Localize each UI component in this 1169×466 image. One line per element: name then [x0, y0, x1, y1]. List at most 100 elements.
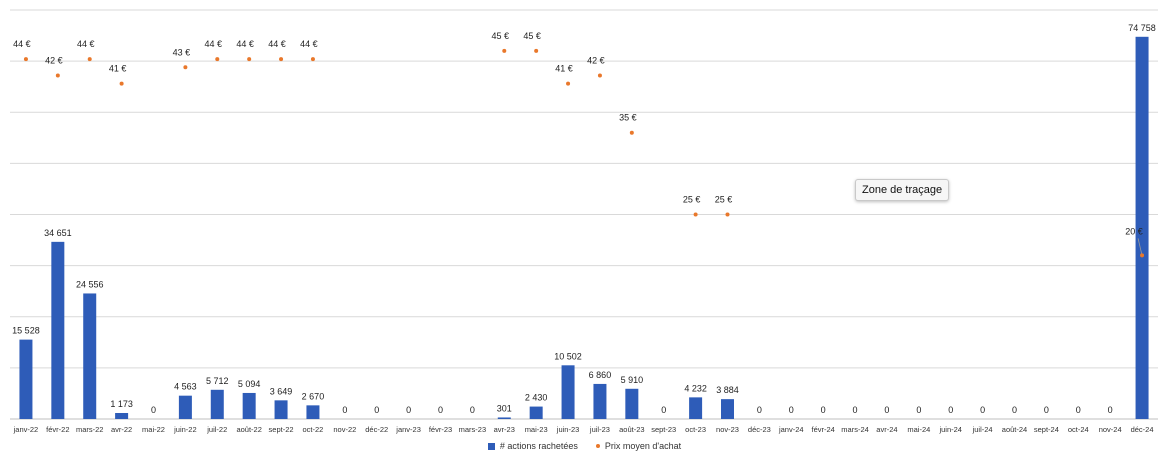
price-point: [87, 57, 92, 62]
x-tick-label: avr-23: [494, 425, 515, 434]
price-point: [279, 57, 284, 62]
x-tick-label: août-24: [1002, 425, 1027, 434]
bar-value-label: 3 649: [270, 386, 293, 396]
price-value-label: 44 €: [13, 39, 31, 49]
x-tick-label: janv-22: [13, 425, 39, 434]
x-tick-label: nov-24: [1099, 425, 1122, 434]
price-point: [23, 57, 28, 62]
bar-value-label: 3 884: [716, 385, 739, 395]
x-tick-label: nov-22: [333, 425, 356, 434]
bar-value-label: 5 910: [621, 375, 644, 385]
x-tick-label: avr-22: [111, 425, 132, 434]
legend-bar-swatch: [487, 442, 495, 450]
bar-value-label: 24 556: [76, 279, 104, 289]
bar: [242, 392, 256, 419]
price-value-label: 44 €: [236, 39, 254, 49]
bar: [561, 365, 575, 419]
bar-value-label: 0: [406, 405, 411, 415]
bar-value-label: 0: [1076, 405, 1081, 415]
x-tick-label: juin-23: [556, 425, 580, 434]
x-tick-label: mai-22: [142, 425, 165, 434]
price-point: [693, 212, 698, 217]
bar-value-label: 6 860: [589, 370, 612, 380]
bar: [210, 389, 224, 419]
price-point: [534, 48, 539, 53]
price-point: [119, 81, 124, 86]
bar-value-label: 0: [374, 405, 379, 415]
bar-value-label: 0: [1012, 405, 1017, 415]
price-point: [1140, 253, 1145, 258]
price-value-label: 45 €: [492, 31, 510, 41]
x-tick-label: sept-22: [269, 425, 294, 434]
bar: [178, 395, 192, 419]
bar-value-label: 0: [470, 405, 475, 415]
bar-value-label: 0: [884, 405, 889, 415]
price-value-label: 20 €: [1125, 226, 1143, 236]
x-tick-label: juil-23: [589, 425, 610, 434]
bar-value-label: 0: [853, 405, 858, 415]
bar: [721, 399, 734, 419]
x-tick-label: déc-24: [1131, 425, 1154, 434]
price-point: [55, 73, 60, 78]
x-tick-label: mars-23: [459, 425, 487, 434]
price-point: [183, 65, 188, 70]
bar: [306, 405, 320, 419]
price-value-label: 42 €: [45, 55, 63, 65]
bar: [593, 383, 607, 419]
x-tick-label: oct-24: [1068, 425, 1089, 434]
x-tick-label: oct-23: [685, 425, 706, 434]
bar-value-label: 2 670: [302, 391, 325, 401]
plot-area-tooltip: Zone de traçage: [855, 179, 950, 201]
x-tick-label: juil-22: [206, 425, 227, 434]
bar: [115, 413, 129, 419]
bar-value-label: 0: [789, 405, 794, 415]
bar-value-label: 1 173: [110, 399, 133, 409]
price-point: [215, 57, 220, 62]
price-value-label: 43 €: [173, 47, 191, 57]
x-tick-label: mars-22: [76, 425, 104, 434]
bar-value-label: 0: [948, 405, 953, 415]
x-tick-label: avr-24: [876, 425, 897, 434]
legend-item-actions[interactable]: # actions rachetées: [487, 441, 578, 451]
legend-dot-label: Prix moyen d'achat: [604, 441, 682, 451]
x-tick-label: déc-23: [748, 425, 771, 434]
bar-value-label: 301: [497, 403, 512, 413]
x-tick-label: août-22: [236, 425, 261, 434]
bar: [497, 417, 511, 419]
price-value-label: 44 €: [77, 39, 95, 49]
bar: [625, 388, 639, 419]
bar-value-label: 0: [1108, 405, 1113, 415]
bar-value-label: 5 094: [238, 379, 261, 389]
x-tick-label: mai-24: [907, 425, 930, 434]
price-value-label: 44 €: [268, 39, 286, 49]
x-tick-label: juin-24: [938, 425, 962, 434]
price-value-label: 44 €: [300, 39, 318, 49]
price-leader-line: [1137, 238, 1143, 256]
x-tick-label: juin-22: [173, 425, 197, 434]
x-tick-label: août-23: [619, 425, 644, 434]
x-tick-label: mai-23: [525, 425, 548, 434]
price-value-label: 45 €: [523, 31, 541, 41]
x-tick-label: mars-24: [841, 425, 869, 434]
x-tick-label: oct-22: [303, 425, 324, 434]
x-tick-label: déc-22: [365, 425, 388, 434]
bar: [83, 293, 97, 419]
legend-dot-swatch: [595, 444, 600, 448]
price-point: [247, 57, 252, 62]
x-tick-label: sept-23: [651, 425, 676, 434]
price-value-label: 42 €: [587, 55, 605, 65]
x-tick-label: févr-22: [46, 425, 69, 434]
price-point: [566, 81, 571, 86]
bar-value-label: 0: [661, 405, 666, 415]
price-point: [629, 130, 634, 135]
bar: [1135, 36, 1149, 420]
legend-item-price[interactable]: Prix moyen d'achat: [595, 441, 682, 451]
bar: [689, 397, 703, 419]
price-point: [597, 73, 602, 78]
chart-legend: # actions rachetées Prix moyen d'achat: [0, 441, 1169, 451]
price-point: [725, 212, 730, 217]
bar-value-label: 0: [916, 405, 921, 415]
x-tick-label: sept-24: [1034, 425, 1059, 434]
